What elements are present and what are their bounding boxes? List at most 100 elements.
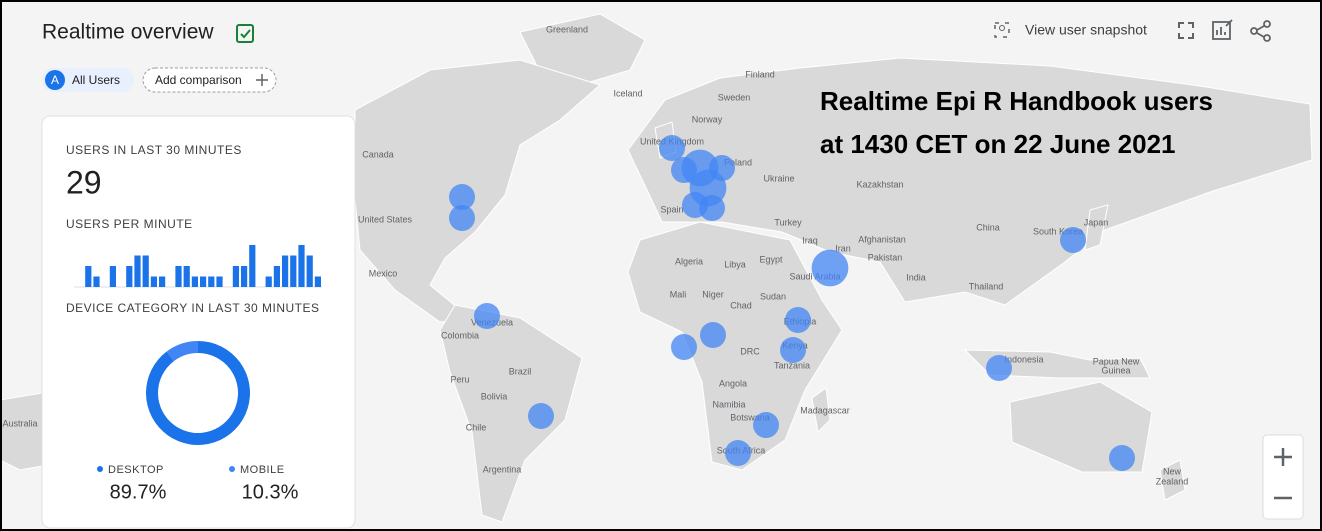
map-bubble	[986, 355, 1012, 381]
map-bubble	[449, 184, 475, 210]
segment-name: All Users	[72, 73, 120, 87]
map-label: United States	[358, 214, 413, 224]
segment-avatar	[45, 70, 65, 90]
verified-icon	[236, 24, 254, 43]
icon	[1263, 20, 1271, 28]
icon	[1212, 21, 1231, 40]
land	[811, 387, 831, 434]
minute-bar	[290, 255, 297, 287]
minute-bar	[85, 266, 92, 287]
map-labels: Greenland Finland Iceland Sweden Norway Unite…	[2, 24, 1188, 486]
minute-bar	[273, 266, 280, 287]
map-label: New	[1163, 466, 1182, 476]
map-label: Namibia	[712, 399, 745, 409]
land	[1084, 204, 1109, 251]
icon	[1256, 25, 1265, 38]
map-bubble	[659, 135, 685, 161]
map-land	[0, 13, 1313, 523]
minute-bar	[298, 245, 305, 287]
map-label: Iraq	[802, 235, 818, 245]
minute-bar	[93, 276, 100, 287]
map-label: Botswana	[730, 412, 770, 422]
map-bubble	[449, 205, 475, 231]
map-label: Madagascar	[800, 405, 850, 415]
map-bubble	[700, 322, 726, 348]
minute-bar	[216, 276, 223, 287]
map-label: South Korea	[1033, 226, 1083, 236]
map-label: Ukraine	[763, 173, 794, 183]
donut-slice	[166, 341, 198, 362]
legend-label: MOBILE	[240, 464, 285, 476]
minute-bar	[191, 276, 198, 287]
map-label: Peru	[450, 374, 469, 384]
map-label: Algeria	[675, 256, 703, 266]
annotation-line: at 1430 CET on 22 June 2021	[820, 129, 1176, 159]
land	[439, 304, 583, 523]
icon	[1263, 34, 1271, 42]
map-label: India	[906, 272, 926, 282]
fullscreen-button[interactable]	[1178, 22, 1194, 39]
minute-bar	[159, 276, 166, 287]
minute-bar	[232, 266, 239, 287]
icon	[1216, 19, 1233, 35]
add-comparison-button[interactable]	[142, 67, 277, 93]
zoom-in-button[interactable]	[1274, 448, 1292, 466]
map-bubble	[780, 337, 806, 363]
icon	[994, 22, 1010, 38]
map-label: Chad	[730, 300, 752, 310]
minute-bar	[134, 255, 141, 287]
customize-button[interactable]	[1212, 19, 1233, 40]
minute-bar	[109, 266, 116, 287]
device-donut	[145, 341, 250, 445]
map-label: Sudan	[760, 291, 786, 301]
map-bubble	[785, 307, 811, 333]
map-label: Iceland	[613, 88, 642, 98]
page-title: Realtime overview	[42, 21, 214, 44]
map-bubble	[474, 303, 500, 329]
minute-bar	[306, 255, 313, 287]
minute-bar	[208, 276, 215, 287]
snapshot-button[interactable]	[988, 18, 1164, 46]
device-label: DEVICE CATEGORY IN LAST 30 MINUTES	[66, 301, 320, 315]
icon	[240, 29, 251, 39]
segment-chip[interactable]	[42, 68, 134, 92]
minute-bar	[183, 266, 190, 287]
add-comparison-label: Add comparison	[155, 73, 242, 87]
icon	[236, 24, 254, 43]
minute-bar	[241, 266, 248, 287]
map-label: Bolivia	[481, 391, 508, 401]
minute-bar	[249, 245, 256, 287]
share-button[interactable]	[1250, 20, 1271, 42]
map-label: DRC	[740, 346, 760, 356]
legend-label: DESKTOP	[108, 464, 164, 476]
annotation-line: Realtime Epi R Handbook users	[820, 86, 1213, 116]
map-label: Afghanistan	[858, 234, 906, 244]
land	[354, 59, 602, 323]
map-label: Thailand	[969, 281, 1004, 291]
map-bubble	[811, 249, 849, 287]
legend-dot	[229, 466, 235, 472]
minute-bar	[175, 266, 182, 287]
map-label: Poland	[724, 157, 752, 167]
minute-bar	[265, 276, 272, 287]
legend-dot	[97, 466, 103, 472]
icon	[1250, 27, 1258, 35]
icon	[999, 25, 1005, 31]
legend-value: 89.7%	[110, 481, 167, 503]
map-bubble	[725, 440, 751, 466]
minute-bar	[282, 255, 289, 287]
map-label: China	[976, 222, 1000, 232]
map-bubble	[1109, 445, 1135, 471]
map-label: Kazakhstan	[856, 179, 903, 189]
map-label: Canada	[362, 149, 394, 159]
map-label: Indonesia	[1004, 354, 1043, 364]
segment-badge: A	[51, 73, 59, 87]
map-label: Chile	[466, 422, 487, 432]
map-label: Egypt	[759, 254, 783, 264]
per-minute-chart	[74, 245, 322, 288]
map-label: Brazil	[509, 366, 532, 376]
minute-bar	[150, 276, 157, 287]
